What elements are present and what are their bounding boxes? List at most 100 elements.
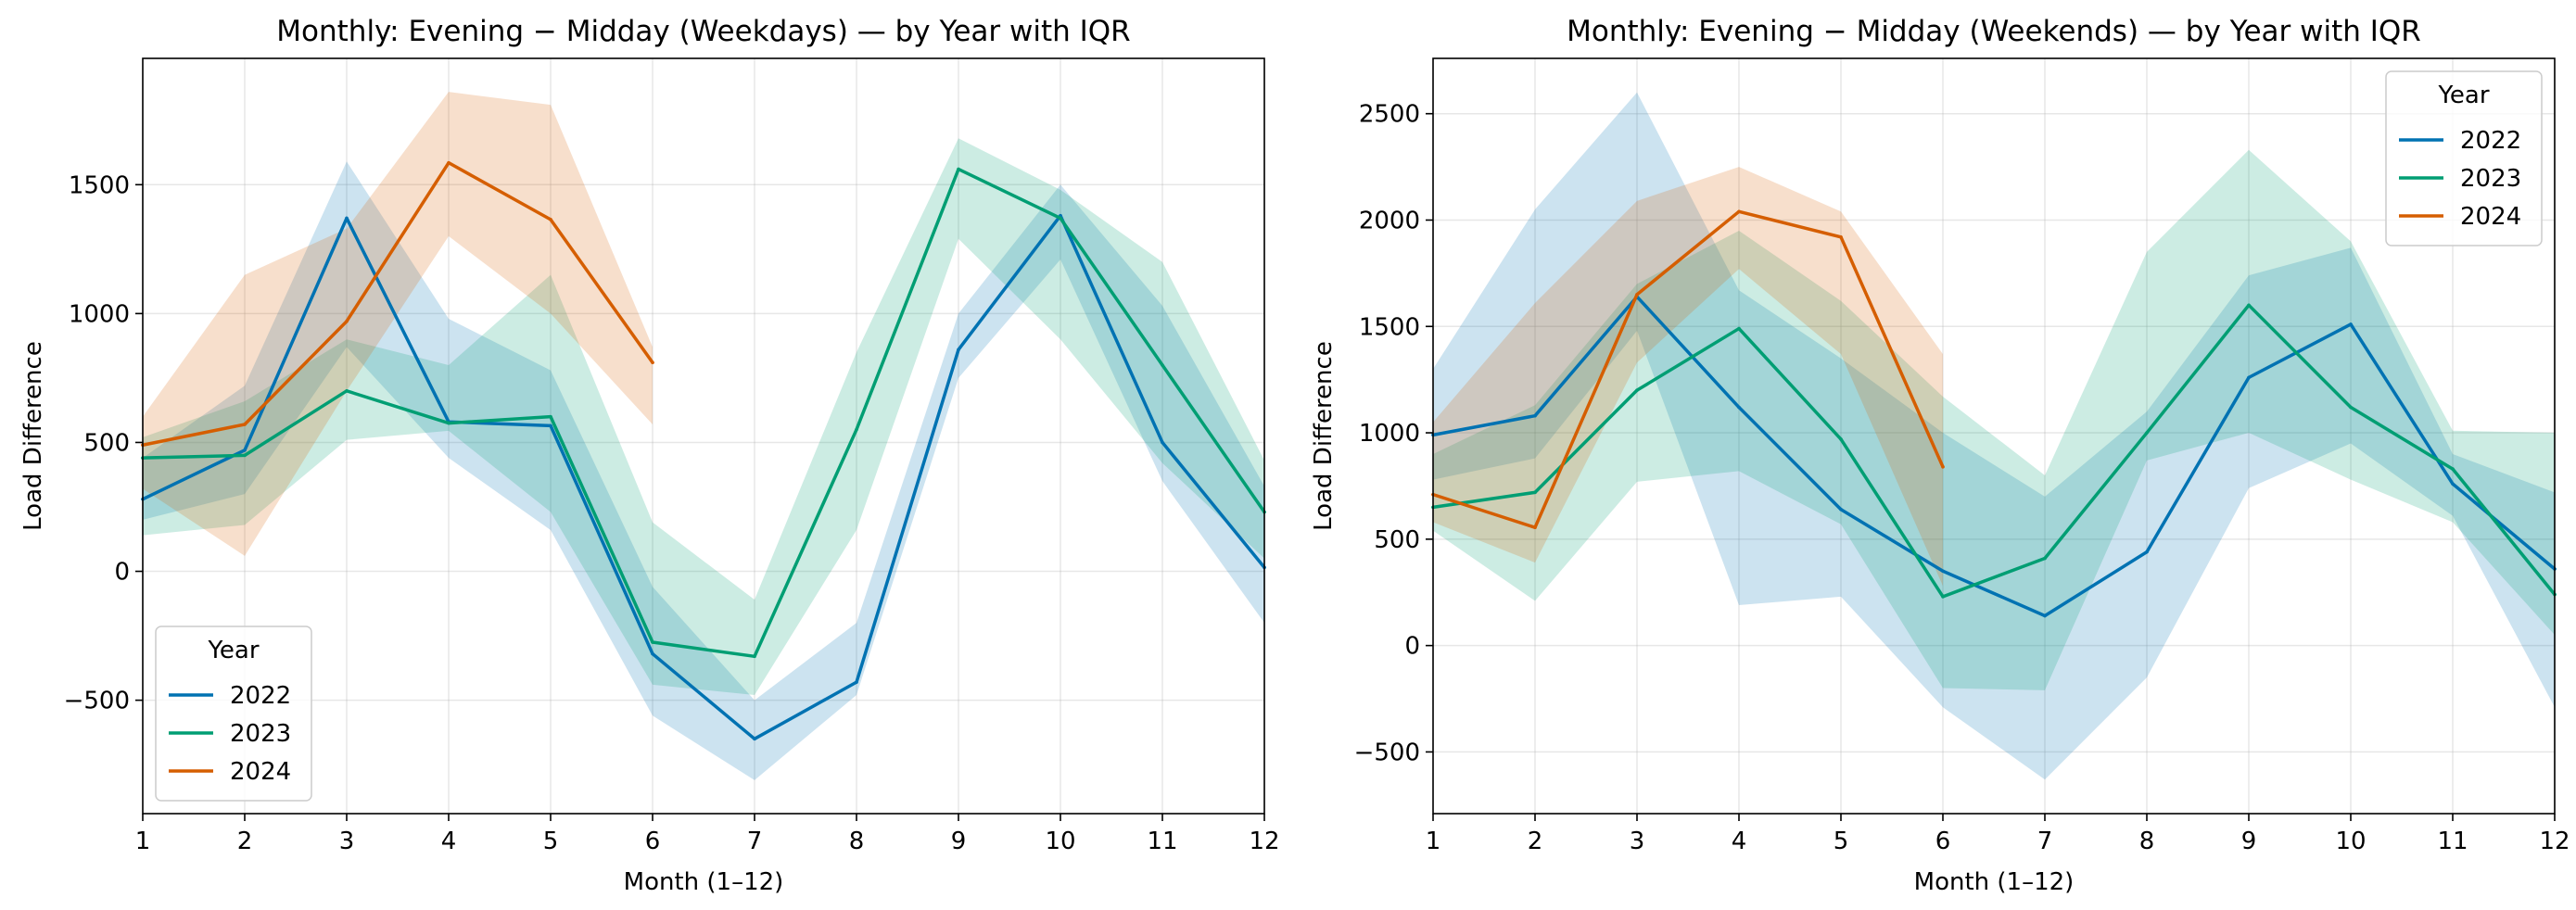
x-tick-label: 8 xyxy=(849,828,865,855)
data-point-2023 xyxy=(447,421,450,425)
iqr-band-2023 xyxy=(143,138,1264,696)
data-point-2023 xyxy=(957,167,960,171)
y-tick-label: 0 xyxy=(1404,633,1420,661)
x-axis-label: Month (1–12) xyxy=(624,868,784,896)
data-point-2023 xyxy=(2145,431,2149,435)
data-point-2023 xyxy=(1533,490,1537,495)
series-line-2022 xyxy=(141,213,1266,741)
x-tick-label: 7 xyxy=(747,828,763,855)
series-line-2024 xyxy=(141,160,654,447)
x-tick-label: 4 xyxy=(441,828,457,855)
data-point-2022 xyxy=(1161,440,1164,445)
y-tick-label: −500 xyxy=(1354,739,1420,766)
data-point-2023 xyxy=(1059,216,1062,221)
iqr-band-2022 xyxy=(1433,92,2555,780)
chart-title: Monthly: Evening − Midday (Weekdays) — b… xyxy=(276,15,1130,48)
legend-label-2023: 2023 xyxy=(2460,165,2521,193)
x-tick-label: 8 xyxy=(2139,828,2155,855)
data-point-2024 xyxy=(447,160,450,165)
data-point-2022 xyxy=(855,680,858,684)
legend-title: Year xyxy=(207,637,259,664)
data-point-2022 xyxy=(753,737,756,741)
legend-box xyxy=(2385,70,2543,246)
y-tick-label: −500 xyxy=(64,688,130,715)
y-tick-label: 500 xyxy=(83,429,130,457)
x-tick-label: 4 xyxy=(1732,828,1747,855)
data-point-2022 xyxy=(2247,375,2251,380)
series-line-2022 xyxy=(1431,295,2557,618)
data-point-2022 xyxy=(1533,413,1537,418)
data-point-2022 xyxy=(1941,569,1945,574)
data-point-2022 xyxy=(1737,405,1741,410)
x-tick-label: 9 xyxy=(2241,828,2257,855)
series-line-2023 xyxy=(1431,303,2557,599)
legend: Year 2022 2023 2024 xyxy=(2385,70,2543,246)
data-point-2022 xyxy=(1839,507,1843,512)
data-point-2022 xyxy=(2145,550,2149,554)
data-point-2023 xyxy=(243,453,247,458)
x-tick-label: 6 xyxy=(1935,828,1951,855)
data-point-2022 xyxy=(345,216,349,221)
legend-box xyxy=(155,626,312,802)
series-line-2023 xyxy=(141,167,1266,659)
x-tick-label: 3 xyxy=(339,828,355,855)
y-tick-label: 1500 xyxy=(1359,313,1420,341)
data-point-2023 xyxy=(549,414,552,419)
x-tick-label: 12 xyxy=(2539,828,2570,855)
data-point-2022 xyxy=(2349,322,2353,326)
data-point-2023 xyxy=(1941,595,1945,599)
plot-frame xyxy=(1432,57,2556,815)
y-axis-label: Load Difference xyxy=(1310,341,1338,531)
data-point-2024 xyxy=(1839,235,1843,239)
y-tick-label: 0 xyxy=(114,559,130,587)
x-tick-label: 7 xyxy=(2037,828,2053,855)
data-point-2023 xyxy=(1737,326,1741,331)
x-tick-label: 1 xyxy=(135,828,151,855)
data-point-2023 xyxy=(2349,405,2353,410)
x-tick-label: 6 xyxy=(645,828,661,855)
series-line-2024 xyxy=(1431,209,1945,529)
x-tick-label: 2 xyxy=(1528,828,1543,855)
chart-title: Monthly: Evening − Midday (Weekends) — b… xyxy=(1567,15,2421,48)
data-point-2024 xyxy=(651,360,654,365)
x-tick-label: 5 xyxy=(543,828,559,855)
data-point-2024 xyxy=(1635,293,1639,297)
data-point-2024 xyxy=(1737,209,1741,214)
legend-label-2024: 2024 xyxy=(2460,203,2521,231)
data-point-2023 xyxy=(2451,467,2455,471)
y-tick-label: 1500 xyxy=(69,171,130,199)
x-tick-label: 11 xyxy=(1147,828,1177,855)
y-axis-label: Load Difference xyxy=(19,341,47,531)
data-point-2023 xyxy=(1161,363,1164,367)
data-point-2023 xyxy=(753,654,756,659)
data-point-2024 xyxy=(243,423,247,426)
data-point-2023 xyxy=(2043,556,2047,561)
legend-label-2022: 2022 xyxy=(2460,127,2521,155)
x-tick-label: 10 xyxy=(1045,828,1075,855)
data-point-2024 xyxy=(1533,525,1537,530)
data-point-2023 xyxy=(855,427,858,432)
x-tick-label: 3 xyxy=(1630,828,1645,855)
x-tick-label: 12 xyxy=(1249,828,1279,855)
x-tick-label: 11 xyxy=(2437,828,2468,855)
legend-label-2023: 2023 xyxy=(230,720,291,748)
data-point-2024 xyxy=(345,319,349,323)
x-axis-label: Month (1–12) xyxy=(1914,868,2075,896)
data-point-2023 xyxy=(1635,388,1639,392)
legend-label-2022: 2022 xyxy=(230,682,291,710)
data-point-2024 xyxy=(549,218,552,221)
iqr-band-2024 xyxy=(1433,167,1943,587)
y-tick-label: 1000 xyxy=(1359,420,1420,448)
legend-title: Year xyxy=(2437,82,2489,109)
data-point-2023 xyxy=(651,640,654,644)
x-tick-label: 2 xyxy=(237,828,253,855)
data-point-2023 xyxy=(345,389,349,393)
data-point-2022 xyxy=(549,423,552,428)
x-tick-label: 5 xyxy=(1834,828,1849,855)
data-point-2022 xyxy=(2043,613,2047,618)
chart-panel-2: 1 2 3 4 5 6 7 8 9 10 11 12−50005001000150020002500M… xyxy=(1310,15,2570,896)
x-tick-label: 1 xyxy=(1426,828,1441,855)
y-tick-label: 2000 xyxy=(1359,207,1420,234)
legend-label-2024: 2024 xyxy=(230,758,291,786)
